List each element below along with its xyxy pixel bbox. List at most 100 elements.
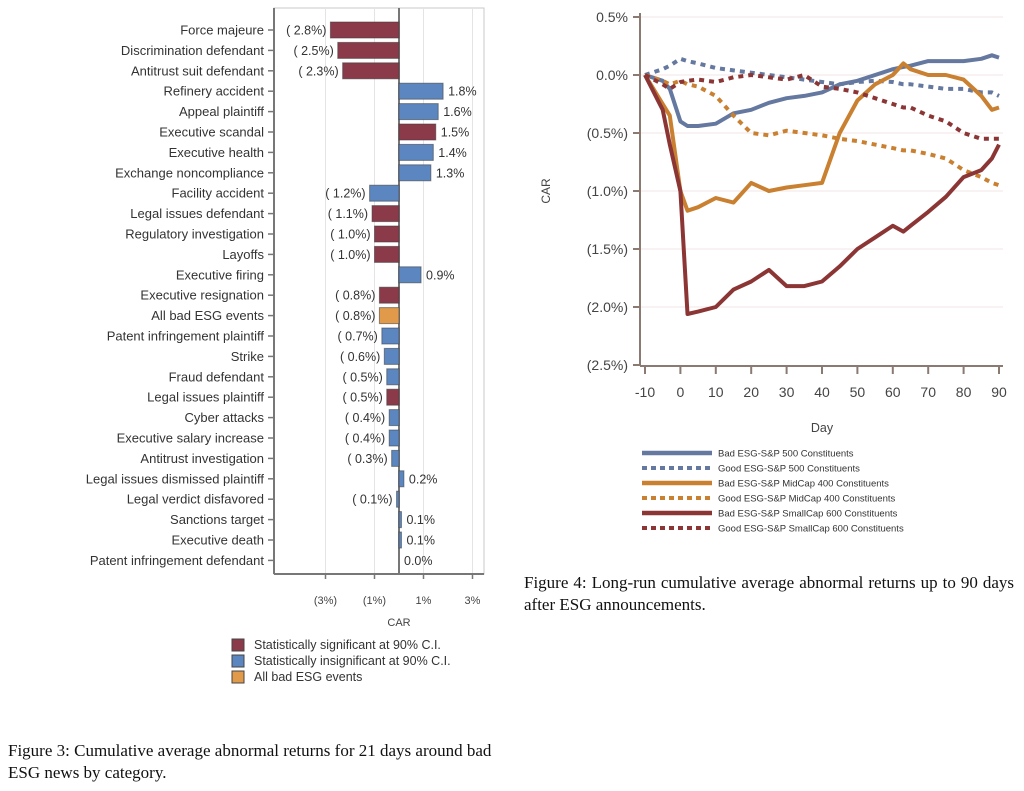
data-label: 0.0%: [404, 554, 433, 568]
x-tick-label: (3%): [314, 595, 337, 607]
category-label: Legal issues dismissed plaintiff: [86, 471, 265, 486]
bar: [337, 41, 400, 59]
bar: [342, 62, 400, 80]
category-label: Executive scandal: [159, 125, 264, 140]
category-label: Executive death: [171, 533, 264, 548]
bar: [369, 184, 400, 202]
bar: [386, 368, 400, 386]
category-label: Facility accident: [172, 186, 265, 201]
legend-label: Good ESG-S&P 500 Constituents: [718, 464, 860, 475]
legend-label: Bad ESG-S&P 500 Constituents: [718, 449, 854, 460]
category-label: Refinery accident: [164, 84, 265, 99]
data-label: 0.9%: [426, 268, 455, 282]
data-label: 0.1%: [406, 513, 435, 527]
legend-label: Statistically significant at 90% C.I.: [254, 638, 441, 652]
bar: [398, 531, 402, 549]
bar: [398, 143, 434, 161]
series-line: [644, 56, 1000, 98]
legend-label: Bad ESG-S&P MidCap 400 Constituents: [718, 479, 889, 490]
bar: [329, 21, 400, 39]
category-label: Legal issues defendant: [130, 206, 264, 221]
category-label: Strike: [231, 349, 264, 364]
data-label: ( 1.2%): [325, 187, 365, 201]
category-label: Legal verdict disfavored: [127, 492, 264, 507]
data-label: 1.3%: [436, 166, 465, 180]
data-label: ( 2.5%): [293, 44, 333, 58]
series-line: [644, 73, 999, 141]
data-label: ( 0.5%): [342, 370, 382, 384]
x-tick-label: 30: [779, 384, 795, 400]
x-tick-label: 90: [991, 384, 1007, 400]
data-label: ( 0.4%): [345, 432, 385, 446]
data-label: ( 0.5%): [342, 391, 382, 405]
data-label: ( 1.1%): [328, 207, 368, 221]
category-label: Patent infringement plaintiff: [107, 329, 265, 344]
bar: [391, 449, 400, 467]
legend-swatch: [231, 670, 245, 684]
x-tick-label: (1%): [363, 595, 386, 607]
category-label: Antitrust suit defendant: [131, 63, 264, 78]
x-tick-label: 60: [885, 384, 901, 400]
data-label: 0.2%: [409, 472, 438, 486]
bar-chart-figure-3: (3%) (1%) 1% 3% CAR Force majeure ( 2.8%) Discr…: [0, 0, 520, 700]
series-line: [643, 61, 1000, 213]
bar: [398, 266, 422, 284]
legend-swatch: [231, 654, 245, 668]
bar: [398, 511, 402, 529]
bar: [374, 245, 400, 263]
legend-label: Good ESG-S&P SmallCap 600 Constituents: [718, 524, 904, 535]
category-label: Executive health: [169, 145, 264, 160]
line-chart-figure-4: 0.5% 0.0% (0.5%) (1.0%) (1.5%) (2.0%) (2.5%) -1…: [520, 0, 1024, 545]
data-label: 0.1%: [406, 534, 435, 548]
figure-4-caption: Figure 4: Long-run cumulative average ab…: [524, 573, 1014, 614]
category-label: Layoffs: [222, 247, 264, 262]
legend-label: All bad ESG events: [254, 670, 362, 684]
y-axis-title: CAR: [539, 178, 553, 204]
x-tick-label: -10: [635, 384, 655, 400]
category-label: Force majeure: [180, 23, 264, 38]
legend-label: Good ESG-S&P MidCap 400 Constituents: [718, 494, 896, 505]
bar-chart-svg: (3%) (1%) 1% 3% CAR Force majeure ( 2.8%) Discr…: [86, 7, 485, 684]
x-tick-label: 50: [850, 384, 866, 400]
bar: [378, 286, 400, 304]
data-label: ( 0.6%): [340, 350, 380, 364]
y-tick-label: (2.5%): [587, 357, 628, 373]
y-tick-label: 0.0%: [596, 67, 628, 83]
line-chart-svg: 0.5% 0.0% (0.5%) (1.0%) (1.5%) (2.0%) (2.5%) -1…: [539, 9, 1007, 535]
data-label: ( 0.4%): [345, 411, 385, 425]
category-label: Patent infringement defendant: [90, 553, 265, 568]
x-tick-label: 0: [677, 384, 685, 400]
data-label: ( 0.3%): [347, 452, 387, 466]
data-label: ( 0.8%): [335, 289, 375, 303]
bar: [398, 103, 439, 121]
bar: [398, 82, 444, 100]
x-tick-label: 80: [956, 384, 972, 400]
category-label: All bad ESG events: [151, 308, 264, 323]
data-label: ( 0.8%): [335, 309, 375, 323]
y-tick-label: (2.0%): [587, 299, 628, 315]
bar: [374, 225, 400, 243]
data-label: ( 0.1%): [352, 493, 392, 507]
x-tick-label: 70: [920, 384, 936, 400]
data-label: 1.4%: [438, 146, 467, 160]
category-label: Fraud defendant: [169, 369, 265, 384]
category-label: Executive firing: [176, 267, 264, 282]
figure-3-caption: Figure 3: Cumulative average abnormal re…: [8, 741, 492, 782]
legend-swatch: [231, 638, 245, 652]
data-label: ( 0.7%): [338, 330, 378, 344]
data-label: 1.8%: [448, 85, 477, 99]
bar: [378, 307, 400, 325]
bar: [388, 409, 400, 427]
y-tick-label: (0.5%): [587, 125, 628, 141]
data-label: ( 2.3%): [298, 64, 338, 78]
category-label: Legal issues plaintiff: [147, 390, 264, 405]
x-axis-title: CAR: [387, 617, 410, 629]
y-tick-label: (1.0%): [587, 183, 628, 199]
category-label: Executive resignation: [140, 288, 264, 303]
category-label: Appeal plaintiff: [179, 104, 264, 119]
category-label: Regulatory investigation: [125, 227, 264, 242]
series-line: [644, 53, 1000, 128]
bar: [396, 490, 400, 508]
category-label: Cyber attacks: [185, 410, 265, 425]
data-label: ( 1.0%): [330, 228, 370, 242]
